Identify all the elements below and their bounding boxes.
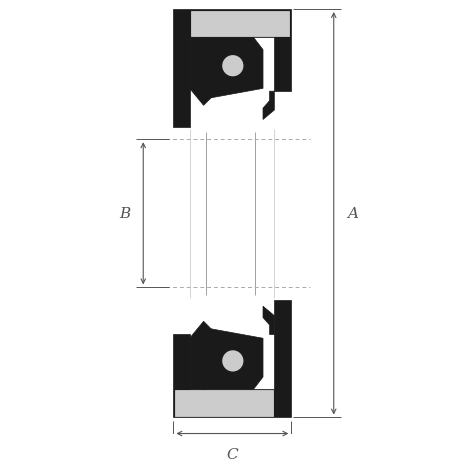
Polygon shape <box>191 12 289 37</box>
Polygon shape <box>190 322 216 389</box>
Text: B: B <box>118 207 130 221</box>
Circle shape <box>221 55 244 78</box>
Polygon shape <box>175 390 273 416</box>
Polygon shape <box>263 307 274 335</box>
Polygon shape <box>263 92 274 120</box>
Polygon shape <box>173 300 291 418</box>
Circle shape <box>221 350 244 372</box>
Polygon shape <box>190 39 216 106</box>
Text: C: C <box>226 447 238 459</box>
Text: A: A <box>346 207 357 221</box>
Polygon shape <box>201 329 263 389</box>
Polygon shape <box>201 39 263 99</box>
Polygon shape <box>173 10 291 128</box>
